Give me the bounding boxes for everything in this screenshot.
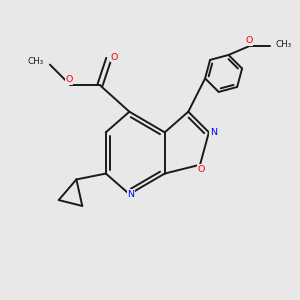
Text: O: O [245,36,253,45]
Text: CH₃: CH₃ [276,40,292,49]
Text: O: O [65,75,73,84]
Text: N: N [210,128,217,137]
Text: O: O [198,165,205,174]
Text: O: O [110,53,118,62]
Text: N: N [128,190,134,199]
Text: CH₃: CH₃ [28,57,44,66]
